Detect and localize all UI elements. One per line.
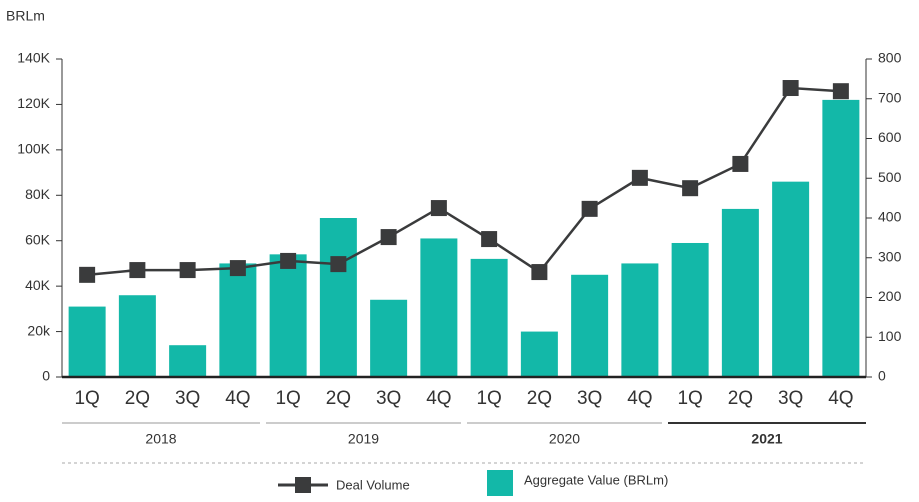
marker xyxy=(79,266,96,283)
x-tick-label: 3Q xyxy=(376,388,401,409)
y2-tick-label: 200 xyxy=(878,288,902,304)
y-axis-label: BRLm xyxy=(6,8,45,24)
bar xyxy=(68,306,106,377)
bar xyxy=(671,242,709,377)
y2-tick-label: 400 xyxy=(878,209,902,225)
x-tick-label: 2Q xyxy=(125,388,150,409)
marker xyxy=(581,200,598,217)
marker xyxy=(430,200,447,217)
marker xyxy=(782,80,799,97)
y2-tick-label: 100 xyxy=(878,328,902,344)
y2-tick-label: 300 xyxy=(878,248,902,264)
group-label: 2019 xyxy=(348,431,379,447)
bar xyxy=(571,274,609,377)
y-tick-label: 40K xyxy=(25,277,51,293)
legend-label: Aggregate Value (BRLm) xyxy=(524,472,668,487)
x-tick-label: 3Q xyxy=(175,388,200,409)
x-tick-label: 2Q xyxy=(728,388,753,409)
x-tick-label: 3Q xyxy=(577,388,602,409)
legend-swatch xyxy=(487,470,513,496)
marker xyxy=(280,252,297,269)
y-tick-label: 0 xyxy=(42,368,50,384)
bar xyxy=(772,181,810,377)
x-tick-label: 4Q xyxy=(828,388,853,409)
y-tick-label: 120K xyxy=(17,95,50,111)
marker xyxy=(832,83,849,100)
bar xyxy=(169,345,207,377)
group-label: 2020 xyxy=(549,431,580,447)
x-tick-label: 4Q xyxy=(426,388,451,409)
x-tick-label: 1Q xyxy=(74,388,99,409)
marker xyxy=(531,264,548,281)
bar xyxy=(118,295,156,377)
legend-marker xyxy=(295,477,311,493)
y2-tick-label: 0 xyxy=(878,368,886,384)
marker xyxy=(229,260,246,277)
x-tick-label: 4Q xyxy=(627,388,652,409)
y-tick-label: 140K xyxy=(17,50,50,66)
bar xyxy=(269,254,307,377)
x-tick-label: 2Q xyxy=(326,388,351,409)
bar xyxy=(470,258,508,377)
bar xyxy=(219,263,257,377)
bar xyxy=(822,99,860,377)
marker xyxy=(732,155,749,172)
y-tick-label: 60K xyxy=(25,231,51,247)
y-tick-label: 20k xyxy=(27,322,51,338)
marker xyxy=(330,256,347,273)
group-label: 2021 xyxy=(751,431,782,447)
marker xyxy=(179,262,196,279)
y2-tick-label: 700 xyxy=(878,89,902,105)
y2-tick-label: 600 xyxy=(878,129,902,145)
bar xyxy=(319,218,357,377)
bar xyxy=(420,238,458,377)
marker xyxy=(682,180,699,197)
bar xyxy=(721,208,759,377)
bar xyxy=(621,263,659,377)
marker xyxy=(631,169,648,186)
x-tick-label: 1Q xyxy=(476,388,501,409)
marker xyxy=(129,262,146,279)
x-tick-label: 1Q xyxy=(275,388,300,409)
marker xyxy=(481,231,498,248)
x-tick-label: 3Q xyxy=(778,388,803,409)
group-label: 2018 xyxy=(145,431,176,447)
x-tick-label: 1Q xyxy=(677,388,702,409)
bar xyxy=(520,331,558,377)
x-tick-label: 2Q xyxy=(527,388,552,409)
marker xyxy=(380,229,397,246)
y-tick-label: 100K xyxy=(17,141,50,157)
legend-label: Deal Volume xyxy=(336,477,410,492)
line xyxy=(87,86,841,277)
bar xyxy=(370,299,408,377)
x-tick-label: 4Q xyxy=(225,388,250,409)
y2-tick-label: 800 xyxy=(878,50,902,66)
y2-tick-label: 500 xyxy=(878,169,902,185)
y-tick-label: 80K xyxy=(25,186,51,202)
